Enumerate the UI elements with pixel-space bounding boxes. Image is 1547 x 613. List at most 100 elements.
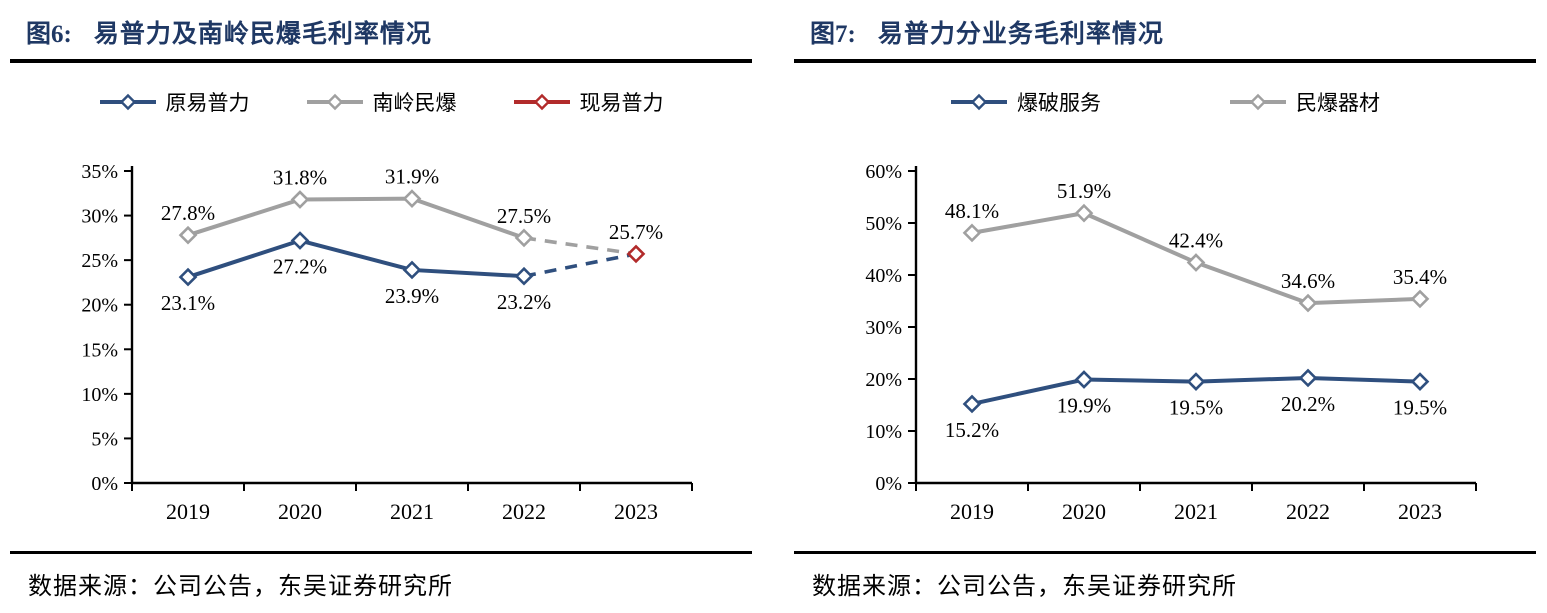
legend-label: 原易普力	[165, 91, 250, 115]
figure-label: 图7:	[810, 21, 856, 48]
y-tick-label: 10%	[81, 384, 118, 406]
legend-line-marker-icon	[99, 93, 156, 111]
data-point-marker	[514, 266, 534, 286]
x-tick-label: 2021	[1174, 499, 1218, 524]
legend-item: 现易普力	[513, 87, 664, 117]
header-divider	[794, 59, 1536, 63]
y-tick-label: 10%	[865, 421, 902, 443]
legend-label: 爆破服务	[1017, 91, 1101, 115]
data-label: 23.1%	[161, 291, 215, 315]
y-tick-label: 5%	[91, 428, 118, 450]
data-point-marker	[1074, 203, 1094, 223]
data-label: 15.2%	[945, 418, 999, 442]
y-tick-label: 25%	[81, 250, 118, 272]
data-label: 31.8%	[273, 166, 327, 190]
legend-item: 爆破服务	[950, 87, 1101, 117]
figure-7-header: 图7: 易普力分业务毛利率情况	[794, 8, 1536, 59]
x-tick-label: 2021	[390, 499, 434, 524]
series-line	[187, 238, 525, 279]
header-divider	[10, 59, 752, 63]
data-point-marker	[1298, 293, 1318, 313]
data-label: 34.6%	[1281, 269, 1335, 293]
legend-line-marker-icon	[513, 93, 570, 111]
figure-label: 图6:	[26, 21, 72, 48]
legend-label: 民爆器材	[1296, 91, 1380, 115]
figure-title: 易普力分业务毛利率情况	[877, 21, 1164, 48]
data-point-marker	[1186, 372, 1206, 391]
y-tick-label: 30%	[865, 317, 902, 339]
y-tick-label: 20%	[81, 295, 118, 317]
data-label: 25.7%	[609, 220, 663, 244]
data-point-marker	[290, 231, 310, 250]
x-tick-label: 2020	[1062, 499, 1106, 524]
data-label: 48.1%	[945, 199, 999, 223]
y-tick-label: 40%	[865, 265, 902, 287]
data-label: 31.9%	[385, 165, 439, 189]
data-label: 27.2%	[273, 255, 327, 279]
x-tick-label: 2020	[278, 499, 322, 524]
figure-6-header: 图6: 易普力及南岭民爆毛利率情况	[10, 8, 752, 59]
data-label: 51.9%	[1057, 179, 1111, 203]
data-point-marker	[402, 260, 422, 280]
data-label: 23.9%	[385, 284, 439, 308]
legend-item: 南岭民爆	[306, 87, 457, 117]
data-point-marker	[290, 190, 310, 209]
forecast-dashed-line	[523, 252, 637, 278]
legend-item: 原易普力	[99, 87, 250, 117]
chart-legend: 爆破服务 民爆器材	[794, 63, 1536, 141]
legend-item: 民爆器材	[1229, 87, 1380, 117]
y-tick-label: 30%	[81, 206, 118, 228]
data-label: 27.5%	[497, 204, 551, 228]
y-tick-label: 15%	[81, 339, 118, 361]
data-label: 19.5%	[1393, 396, 1447, 420]
forecast-dashed-line	[523, 236, 637, 256]
y-tick-label: 0%	[91, 473, 118, 495]
x-tick-label: 2019	[950, 499, 994, 524]
data-label: 35.4%	[1393, 265, 1447, 289]
data-point-marker	[402, 189, 422, 208]
segment-margin-line-chart: 0% 10% 20% 30% 40% 50% 60% 2019 2020 2021 2022 2023…	[865, 161, 1477, 524]
data-point-marker	[962, 394, 982, 414]
data-point-marker	[514, 228, 534, 248]
data-label: 23.2%	[497, 290, 551, 314]
legend-label: 现易普力	[579, 91, 664, 115]
footer-divider	[794, 551, 1536, 554]
y-tick-label: 60%	[865, 161, 902, 183]
x-tick-label: 2019	[166, 499, 210, 524]
data-point-marker	[178, 225, 198, 245]
data-source-note: 数据来源：公司公告，东吴证券研究所	[28, 574, 453, 600]
x-tick-label: 2022	[502, 499, 546, 524]
y-tick-label: 35%	[81, 161, 118, 183]
data-point-marker	[1410, 372, 1430, 391]
data-point-marker	[1410, 289, 1430, 309]
data-point-marker	[1298, 368, 1318, 388]
y-tick-label: 0%	[875, 473, 902, 495]
data-source-note: 数据来源：公司公告，东吴证券研究所	[812, 574, 1237, 600]
legend-line-marker-icon	[951, 93, 1007, 111]
chart-legend: 原易普力 南岭民爆 现易普力	[10, 63, 752, 141]
legend-label: 南岭民爆	[372, 91, 457, 115]
data-label: 27.8%	[161, 201, 215, 225]
x-tick-label: 2023	[1398, 499, 1442, 524]
data-point-marker	[626, 244, 646, 264]
footer-divider	[10, 551, 752, 554]
figure-7-panel: 图7: 易普力分业务毛利率情况 爆破服务 民爆器材 0% 10% 20% 30% 40% 50…	[794, 8, 1536, 601]
data-label: 42.4%	[1169, 229, 1223, 253]
series-line	[187, 196, 525, 240]
data-point-marker	[962, 223, 982, 243]
y-tick-label: 50%	[865, 213, 902, 235]
x-tick-label: 2023	[614, 499, 658, 524]
legend-line-marker-icon	[306, 93, 363, 111]
data-label: 19.9%	[1057, 394, 1111, 418]
data-point-marker	[1074, 370, 1094, 389]
x-tick-label: 2022	[1286, 499, 1330, 524]
data-point-marker	[178, 267, 198, 287]
gross-margin-line-chart: 0% 5% 10% 15% 20% 25% 30% 35% 2019 2020 2021 2022 20…	[81, 161, 693, 524]
data-point-marker	[1186, 253, 1206, 272]
y-tick-label: 20%	[865, 369, 902, 391]
legend-line-marker-icon	[1230, 93, 1286, 111]
data-label: 19.5%	[1169, 396, 1223, 420]
figure-title: 易普力及南岭民爆毛利率情况	[93, 21, 432, 48]
figure-6-panel: 图6: 易普力及南岭民爆毛利率情况 原易普力 南岭民爆 现易普力 0% 5% 10% 15%…	[10, 8, 752, 601]
